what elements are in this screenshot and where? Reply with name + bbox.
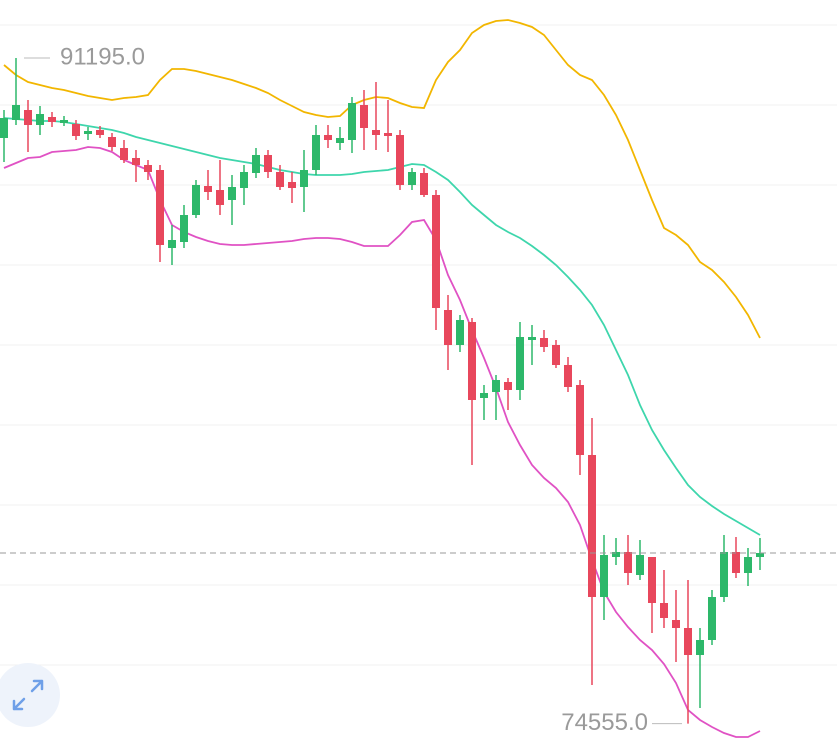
- candle-body: [72, 124, 80, 136]
- candle-body: [84, 131, 92, 134]
- candle-body: [708, 597, 716, 640]
- candle-body: [552, 345, 560, 365]
- candle-body: [372, 130, 380, 135]
- candle-body: [456, 320, 464, 345]
- candle-body: [192, 185, 200, 215]
- candle-body: [132, 158, 140, 165]
- grid: [0, 24, 837, 666]
- candle-body: [756, 553, 764, 557]
- candle-body: [288, 182, 296, 188]
- candle-body: [240, 172, 248, 188]
- candle-body: [684, 628, 692, 655]
- candle-body: [432, 195, 440, 308]
- band-line: [3, 117, 761, 536]
- candle-body: [216, 190, 224, 205]
- candle-body: [48, 117, 56, 122]
- candle-body: [504, 382, 512, 390]
- candle-body: [648, 557, 656, 603]
- candle-body: [156, 170, 164, 245]
- candle-body: [732, 552, 740, 573]
- candle-body: [600, 555, 608, 597]
- candle-body: [360, 105, 368, 128]
- band-line: [3, 146, 761, 738]
- candle-body: [96, 130, 104, 135]
- candle-body: [264, 155, 272, 172]
- candle-body: [480, 393, 488, 398]
- candle-body: [612, 552, 620, 557]
- candle-body: [324, 135, 332, 140]
- candle-body: [276, 172, 284, 187]
- candle-body: [228, 187, 236, 200]
- candle-body: [672, 620, 680, 628]
- candle-body: [468, 322, 476, 400]
- candle-body: [168, 240, 176, 248]
- candle-body: [516, 337, 524, 390]
- candle-body: [36, 114, 44, 125]
- candle-body: [624, 552, 632, 573]
- candle-body: [336, 138, 344, 143]
- candle-body: [108, 137, 116, 147]
- high-label: 91195.0: [60, 43, 145, 70]
- candle-body: [144, 165, 152, 172]
- candle-body: [120, 148, 128, 160]
- candle-body: [564, 365, 572, 387]
- candle-body: [588, 455, 596, 597]
- candle-body: [252, 155, 260, 173]
- candle-body: [384, 133, 392, 136]
- band-line: [3, 19, 761, 339]
- candle-body: [696, 640, 704, 655]
- candle-body: [528, 337, 536, 340]
- candle-body: [300, 170, 308, 187]
- candle-body: [60, 120, 68, 123]
- candle-body: [540, 338, 548, 347]
- candle-body: [660, 603, 668, 618]
- candle-body: [312, 135, 320, 170]
- candle-body: [0, 118, 8, 138]
- candle-body: [12, 105, 20, 120]
- candle-body: [492, 380, 500, 392]
- candle-body: [24, 110, 32, 125]
- expand-button[interactable]: [0, 663, 60, 727]
- candle-body: [180, 215, 188, 242]
- low-label: 74555.0: [561, 709, 648, 736]
- candle-body: [204, 186, 212, 192]
- candle-body: [744, 557, 752, 573]
- candle-body: [348, 103, 356, 140]
- candle-body: [396, 135, 404, 185]
- candle-body: [420, 173, 428, 195]
- candle-body: [408, 172, 416, 185]
- candle-body: [720, 552, 728, 597]
- candle-body: [444, 310, 452, 345]
- candle-body: [576, 385, 584, 455]
- candle-body: [636, 555, 644, 575]
